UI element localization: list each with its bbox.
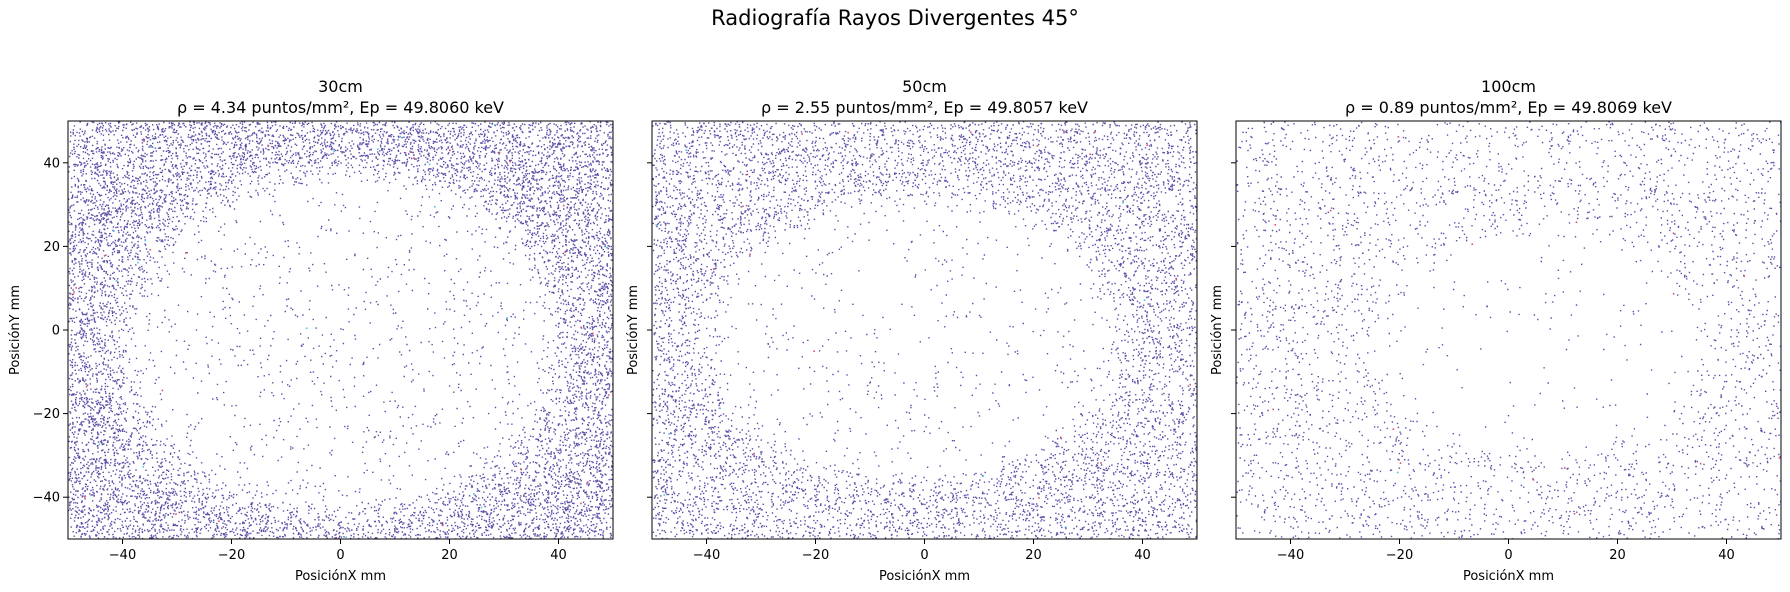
scatter-point-minor — [564, 251, 566, 253]
y-tick-label: −40 — [33, 491, 60, 506]
panel-title: 30cm — [318, 77, 363, 96]
scatter-point-minor — [592, 332, 594, 335]
y-tick-label: 40 — [43, 156, 60, 171]
scatter-point-minor — [409, 151, 412, 153]
scatter-point-minor — [115, 280, 118, 282]
scatter-point-minor — [333, 150, 335, 153]
scatter-point-minor — [137, 261, 139, 264]
x-tick-label: −20 — [218, 548, 245, 563]
scatter-point-minor — [509, 160, 512, 163]
scatter-point-minor — [83, 496, 86, 498]
y-tick-label: 0 — [52, 324, 60, 339]
scatter-point-minor — [345, 536, 348, 539]
scatter-point-minor — [377, 148, 379, 150]
scatter-point-minor — [413, 157, 415, 159]
scatter-point-minor — [72, 293, 75, 295]
x-axis-label: PosiciónX mm — [295, 569, 386, 584]
scatter-point-minor — [267, 145, 270, 148]
scatter-point-minor — [305, 327, 308, 330]
scatter-point-minor — [441, 524, 444, 527]
scatter-point-minor — [98, 443, 101, 446]
scatter-point-minor — [493, 124, 496, 126]
x-tick-label: −40 — [109, 548, 136, 563]
x-tick-label: 0 — [336, 548, 344, 563]
scatter-point-minor — [506, 317, 508, 319]
scatter-point-minor — [75, 287, 77, 289]
x-tick-label: 20 — [441, 548, 458, 563]
panel-subtitle: ρ = 4.34 puntos/mm², Ep = 49.8060 keV — [177, 98, 504, 117]
scatter-point-minor — [113, 230, 115, 233]
scatter-point-minor — [580, 326, 582, 329]
scatter-point-minor — [562, 204, 565, 207]
x-tick-label: 40 — [550, 548, 567, 563]
scatter-point-minor — [434, 205, 436, 208]
scatter-point-minor — [607, 394, 610, 396]
scatter-point-minor — [428, 163, 431, 166]
scatter-point-minor — [142, 465, 145, 468]
scatter-point-minor — [161, 389, 164, 392]
y-tick-label: 20 — [43, 240, 60, 255]
y-tick-label: −20 — [33, 407, 60, 422]
scatter-points — [68, 121, 613, 539]
scatter-point-minor — [520, 468, 522, 470]
scatter-point-minor — [449, 149, 451, 152]
scatter-point-minor — [473, 493, 475, 495]
scatter-point-minor — [150, 146, 152, 148]
scatter-point-minor — [580, 502, 582, 505]
scatter-point-minor — [606, 247, 609, 249]
scatter-point-minor — [175, 513, 177, 515]
y-axis-label: PosiciónY mm — [8, 285, 23, 375]
scatter-point-minor — [144, 239, 147, 242]
scatter-point-minor — [149, 249, 152, 251]
scatter-point-minor — [218, 520, 220, 523]
scatter-point-minor — [143, 140, 145, 143]
figure-suptitle: Radiografía Rayos Divergentes 45° — [711, 6, 1079, 30]
scatter-point-minor — [103, 254, 106, 257]
scatter-point-minor — [586, 481, 589, 484]
scatter-point-minor — [498, 151, 501, 154]
scatter-point-minor — [480, 506, 483, 509]
scatter-point-minor — [85, 385, 88, 388]
scatter-point-minor — [184, 252, 187, 254]
scatter-point-minor — [399, 135, 402, 138]
